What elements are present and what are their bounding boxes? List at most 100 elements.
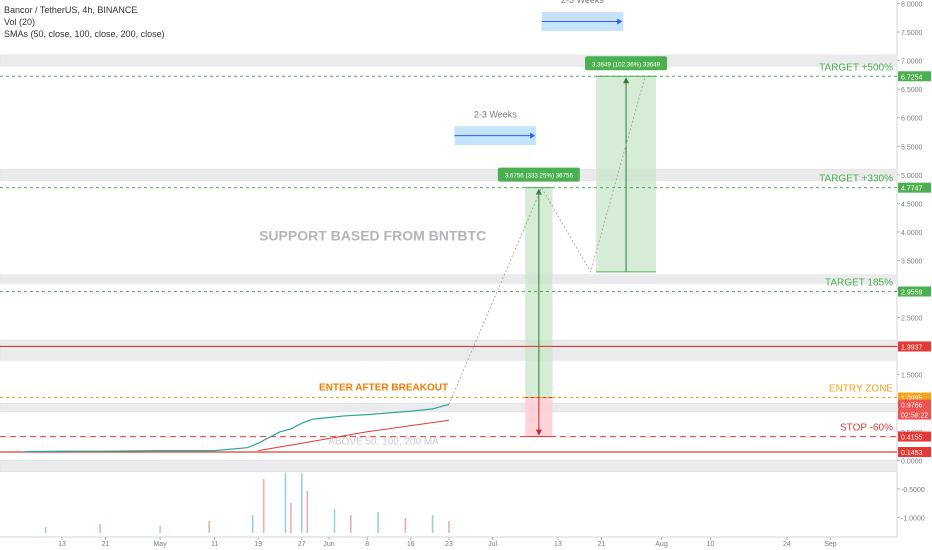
y-tick-label-13: 1.5000 [901,373,923,380]
price-tag-1-bg [898,182,931,193]
level-label-4: ENTRY ZONE [829,384,893,395]
measure-label-bg-0 [497,167,580,182]
volume-bar-13 [404,518,407,533]
measure-label-0: 3.6756 (333.25%) 36756 [505,173,574,180]
stop-arrowhead [535,429,542,436]
measure-label-1: 3.3649 (102.36%) 33649 [592,61,661,68]
price-tag-6-bg [898,447,931,458]
level-label-1: TARGET +330% [819,174,893,185]
y-tick-label-0: 8.0000 [901,2,923,9]
price-tag-3-bg [898,341,931,352]
y-tick-label-11: 2.5000 [901,316,923,323]
price-tag-1: 4.7747 [901,186,923,193]
measure-arrowhead-0 [535,188,542,195]
volume-bar-5 [262,479,265,533]
price-tag-0-bg [898,71,931,82]
current-price-tag: 0.9766 [901,403,923,410]
y-tick-label-4: 6.0000 [901,116,923,123]
annotation-1: ENTER AFTER BREAKOUT [319,383,448,394]
x-tick-label-2: May [153,541,167,548]
zone-band-1 [0,168,898,181]
price-tag-4: 1.0995 [901,396,923,403]
annotation-2: ABOVE 50, 100, 200 MA [328,436,439,447]
projection-path [448,76,646,405]
x-tick-label-11: 13 [554,541,562,548]
price-tag-3: 1.9937 [901,344,923,351]
level-label-2: TARGET 185% [825,278,893,289]
x-tick-label-6: Jun [323,541,334,548]
volume-bar-10 [333,509,336,533]
volume-bar-7 [290,503,292,533]
y-tick-label-9: 3.5000 [901,258,923,265]
volume-bar-14 [431,515,434,533]
y-tick-label-7: 4.5000 [901,201,923,208]
x-tick-label-15: 24 [783,541,791,548]
volume-bar-11 [350,515,352,533]
price-tag-2-bg [898,286,931,297]
price-tag-6: 0.1453 [901,450,923,457]
level-label-0: TARGET +500% [819,62,893,73]
y-tick-label-2: 7.0000 [901,59,923,66]
x-tick-label-13: Aug [655,541,668,548]
volume-bar-8 [301,473,303,533]
price-axis-panel [897,0,932,550]
price-tag-0: 6.7254 [901,74,923,81]
y-tick-label-5: 5.5000 [901,144,923,151]
x-tick-label-10: Jul [488,541,497,548]
volume-bar-12 [377,512,379,533]
y-tick-label-6: 5.0000 [901,173,923,180]
x-tick-label-14: 10 [707,541,715,548]
x-tick-label-5: 27 [298,541,306,548]
price-tag-5-bg [898,431,931,442]
y-tick-label-8: 4.0000 [901,230,923,237]
annotation-0: SUPPORT BASED FROM BNTBTC [259,227,486,243]
legend-symbol-title: Bancor / TetherUS, 4h, BINANCE [4,5,138,15]
measure-label-bg-1 [585,56,668,71]
x-tick-label-4: 19 [254,541,262,548]
x-tick-label-7: 8 [365,541,369,548]
volume-bar-2 [159,525,161,533]
x-tick-label-0: 13 [58,541,66,548]
x-tick-label-16: Sep [824,541,837,548]
price-tag-5: 0.4155 [901,435,923,442]
countdown-tag: 02:58:22 [901,413,928,420]
chart-legend: Bancor / TetherUS, 4h, BINANCE Vol (20) … [4,4,165,40]
zone-band-3 [0,340,898,361]
x-tick-label-12: 21 [598,541,606,548]
y-tick-label-16: 0.0000 [901,458,923,465]
legend-volume: Vol (20) [4,17,36,27]
zone-band-0 [0,54,898,67]
volume-bar-3 [208,521,210,533]
countdown-tag-bg [898,409,931,420]
x-tick-label-8: 16 [407,541,415,548]
volume-bar-9 [306,491,309,533]
zone-band-2 [0,274,898,284]
legend-smas: SMAs (50, close, 100, close, 200, close) [4,29,165,39]
sma-line [258,419,449,452]
volume-bar-4 [251,515,254,533]
volume-bar-6 [284,473,287,533]
zone-band-4 [0,402,898,413]
y-tick-label-18: -1.0000 [901,515,925,522]
time-range-label-0: 2-3 Weeks [474,109,517,119]
y-tick-label-3: 6.5000 [901,87,923,94]
volume-bar-0 [44,527,47,533]
price-tag-4-bg [898,392,931,403]
volume-bar-15 [448,521,450,533]
x-tick-label-3: 11 [211,541,218,548]
time-range-label-1: 2-3 Weeks [561,0,604,5]
zone-band-5 [0,460,898,472]
x-tick-label-9: 23 [445,541,453,548]
time-range-arrowhead-0 [530,132,536,139]
volume-bar-1 [99,524,101,533]
price-tag-2: 2.9559 [901,290,923,297]
price-line [23,403,450,453]
time-range-arrowhead-1 [617,18,623,25]
y-tick-label-17: -0.5000 [901,487,925,494]
level-label-5: STOP -60% [840,423,893,434]
measure-arrowhead-1 [623,77,630,84]
y-tick-label-1: 7.5000 [901,30,923,37]
current-price-tag-bg [898,399,931,410]
x-tick-label-1: 21 [102,541,110,548]
